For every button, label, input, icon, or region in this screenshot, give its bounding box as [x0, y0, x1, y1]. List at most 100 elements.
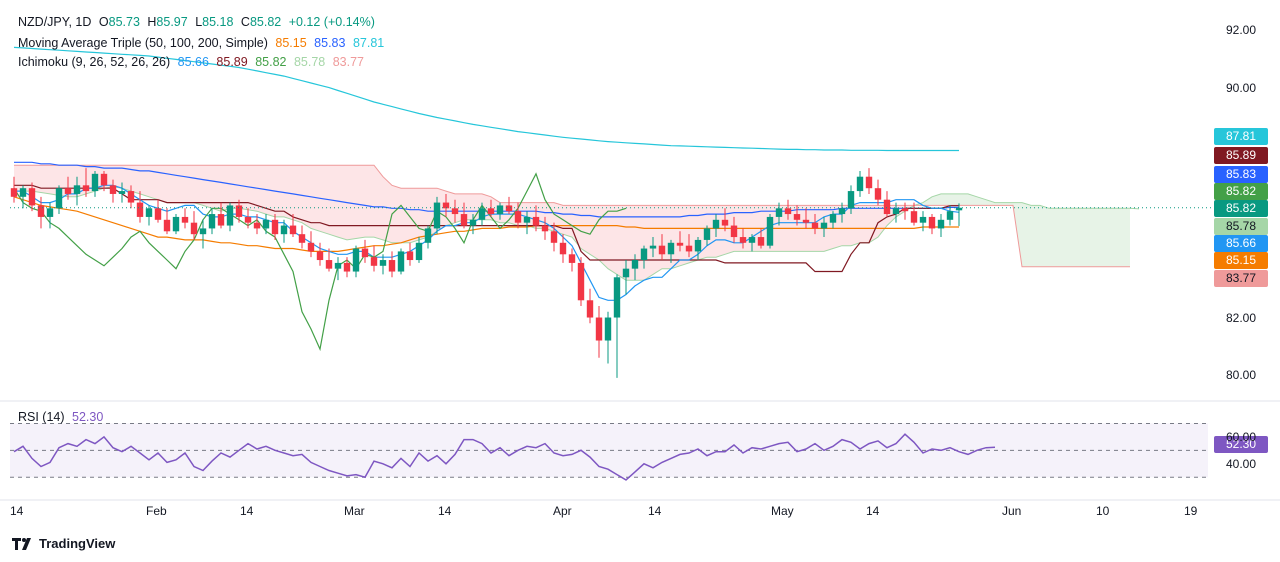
candle-body [604, 317, 612, 341]
candle-body [388, 260, 396, 272]
conversion-value: 85.66 [177, 55, 209, 69]
candle-body [334, 262, 342, 269]
time-tick-label: May [771, 504, 794, 518]
high-value: 85.97 [156, 15, 188, 29]
cloud-segment [1076, 208, 1085, 267]
cloud-segment [977, 196, 986, 206]
candle-body [163, 219, 171, 232]
price-tick-label: 80.00 [1226, 368, 1257, 382]
candle-body [451, 208, 459, 215]
cloud-segment [419, 188, 428, 240]
cloud-segment [1067, 208, 1076, 267]
cloud-segment [230, 165, 239, 209]
ichimoku-lagging-line [13, 172, 627, 352]
candle-body [595, 317, 603, 341]
candle-body [901, 208, 909, 212]
candle-body [235, 205, 243, 217]
time-tick-label: Mar [344, 504, 365, 518]
cloud-segment [185, 165, 194, 203]
candle-body [694, 239, 702, 252]
cloud-segment [1112, 208, 1121, 267]
candle-body [343, 262, 351, 272]
candle-body [568, 254, 576, 263]
candle-body [145, 208, 153, 217]
candle-body [208, 214, 216, 229]
candle-body [136, 202, 144, 217]
candle-body [523, 216, 531, 223]
cloud-segment [140, 165, 149, 197]
candle-body [775, 208, 783, 217]
time-tick-label: Apr [553, 504, 572, 518]
price-tag: 85.82 [1214, 200, 1268, 217]
cloud-segment [221, 165, 230, 212]
candle-body [253, 222, 261, 229]
rsi-tick-label: 40.00 [1226, 456, 1257, 471]
candle-body [676, 242, 684, 246]
time-tick-label: Jun [1002, 504, 1022, 518]
cloud-segment [41, 165, 50, 194]
candle-body [361, 248, 369, 258]
high-label: H [147, 15, 157, 29]
cloud-segment [446, 191, 455, 226]
candle-body [433, 202, 441, 229]
candle-body [46, 208, 54, 217]
candle-body [460, 214, 468, 226]
ichimoku-legend[interactable]: Ichimoku (9, 26, 52, 26, 26) 85.66 85.89… [18, 55, 368, 69]
candle-body [577, 262, 585, 301]
spanA-value: 85.78 [293, 55, 326, 69]
cloud-segment [617, 205, 626, 281]
candle-body [946, 211, 954, 220]
cloud-segment [1049, 208, 1058, 267]
candle-body [541, 225, 549, 232]
candle-body [658, 245, 666, 255]
cloud-segment [365, 165, 374, 238]
candle-body [892, 208, 900, 215]
cloud-segment [293, 165, 302, 223]
time-tick-label: 14 [438, 504, 452, 518]
candle-body [172, 216, 180, 232]
candle-body [469, 219, 477, 226]
cloud-segment [338, 165, 347, 240]
cloud-segment [176, 165, 185, 203]
tradingview-logo[interactable]: TradingView [12, 536, 115, 551]
candle-body [127, 191, 135, 203]
candle-body [793, 214, 801, 220]
candle-body [10, 188, 18, 197]
ma-legend[interactable]: Moving Average Triple (50, 100, 200, Sim… [18, 36, 388, 50]
candlesticks[interactable] [10, 168, 963, 378]
candle-body [55, 188, 63, 209]
cloud-segment [1004, 202, 1013, 206]
candle-body [478, 208, 486, 220]
cloud-segment [410, 188, 419, 243]
cloud-segment [869, 205, 878, 243]
indicator-lines [13, 46, 1140, 352]
cloud-segment [266, 165, 275, 217]
candle-body [181, 216, 189, 223]
ma-label: Moving Average Triple (50, 100, 200, Sim… [18, 36, 268, 50]
candle-body [622, 268, 630, 278]
change-value: +0.12 (+0.14%) [288, 15, 375, 29]
candle-body [532, 216, 540, 226]
spanB-value: 83.77 [332, 55, 364, 69]
candle-body [64, 188, 72, 194]
open-label: O [98, 15, 109, 29]
ma50-value: 85.15 [275, 36, 307, 50]
cloud-segment [248, 165, 257, 212]
candle-body [199, 228, 207, 235]
rsi-legend[interactable]: RSI (14) 52.30 [18, 410, 107, 424]
cloud-segment [1058, 208, 1067, 267]
candle-body [703, 228, 711, 240]
candle-body [730, 225, 738, 238]
cloud-segment [491, 196, 500, 223]
candle-body [37, 205, 45, 217]
cloud-segment [581, 205, 590, 255]
candle-body [631, 260, 639, 269]
close-value: 85.82 [249, 15, 282, 29]
cloud-segment [464, 193, 473, 220]
symbol-label: NZD/JPY, 1D [18, 15, 92, 29]
cloud-segment [671, 205, 680, 269]
candle-body [640, 248, 648, 261]
cloud-segment [950, 193, 959, 206]
candle-body [82, 185, 90, 192]
